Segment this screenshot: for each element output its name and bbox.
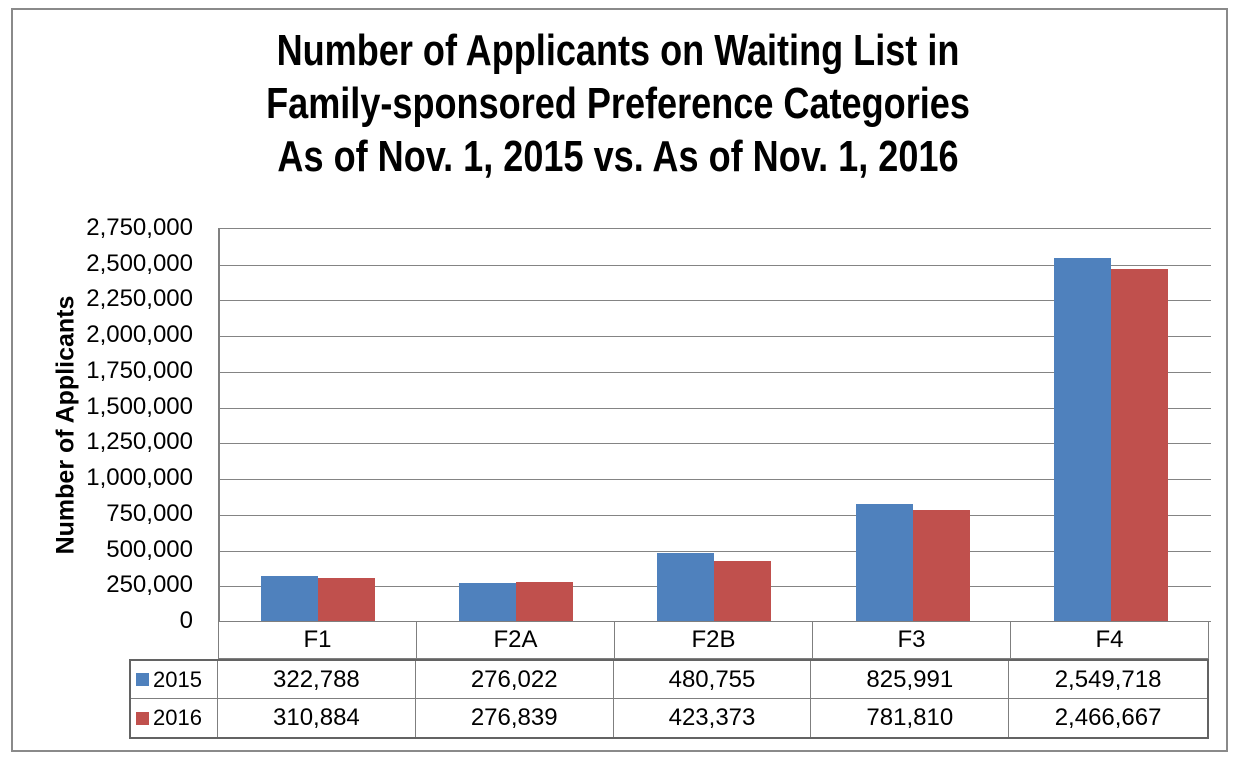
y-tick-label: 2,500,000: [86, 249, 193, 277]
y-tick-label: 1,750,000: [86, 356, 193, 384]
chart-title: Number of Applicants on Waiting List in …: [111, 24, 1125, 183]
category-label-F2B: F2B: [615, 622, 813, 658]
y-tick-label: 1,500,000: [86, 392, 193, 420]
gridline: [220, 336, 1211, 337]
table-value-2015-F2B: 480,755: [613, 661, 812, 699]
bar-2015-F4: [1054, 258, 1111, 622]
gridline: [220, 300, 1211, 301]
table-value-2015-F1: 322,788: [218, 661, 416, 699]
category-label-F2A: F2A: [417, 622, 615, 658]
category-axis-row: F1 F2A F2B F3 F4: [218, 621, 1209, 659]
y-tick-label: 0: [179, 607, 193, 634]
gridline: [220, 479, 1211, 480]
figure-border: [11, 8, 1228, 752]
gridline: [220, 443, 1211, 444]
gridline: [220, 515, 1211, 516]
legend-swatch-icon: [136, 673, 149, 686]
gridline: [220, 265, 1211, 266]
bar-2015-F1: [261, 576, 318, 622]
legend-key-2016: 2016: [131, 699, 218, 737]
table-value-2016-F3: 781,810: [811, 699, 1010, 737]
table-value-2015-F2A: 276,022: [415, 661, 614, 699]
bar-2015-F2A: [459, 583, 516, 622]
table-value-2016-F1: 310,884: [218, 699, 416, 737]
bar-2016-F3: [913, 510, 970, 622]
gridline: [220, 372, 1211, 373]
chart-title-line-3: As of Nov. 1, 2015 vs. As of Nov. 1, 201…: [277, 132, 959, 181]
y-tick-label: 500,000: [106, 535, 193, 563]
bar-2015-F3: [856, 504, 913, 622]
y-tick-label: 1,250,000: [86, 428, 193, 456]
y-tick-label: 1,000,000: [86, 464, 193, 492]
y-tick-label: 2,000,000: [86, 321, 193, 349]
legend-key-2015: 2015: [131, 661, 218, 699]
bar-2016-F2A: [516, 582, 573, 622]
legend-swatch-icon: [136, 711, 149, 725]
table-value-2015-F4: 2,549,718: [1009, 661, 1207, 699]
table-value-2016-F2B: 423,373: [613, 699, 812, 737]
table-value-2016-F4: 2,466,667: [1009, 699, 1207, 737]
bar-2016-F1: [318, 578, 375, 622]
table-value-2015-F3: 825,991: [811, 661, 1010, 699]
gridline: [220, 408, 1211, 409]
y-tick-label: 750,000: [106, 499, 193, 527]
bar-2016-F2B: [714, 561, 771, 622]
chart-title-line-2: Family-sponsored Preference Categories: [266, 79, 970, 128]
y-axis-title: Number of Applicants: [51, 295, 80, 555]
legend-label: 2015: [153, 666, 202, 692]
y-tick-label: 2,750,000: [86, 214, 193, 241]
table-value-2016-F2A: 276,839: [415, 699, 614, 737]
category-label-F1: F1: [219, 622, 417, 658]
y-tick-label: 250,000: [106, 571, 193, 599]
chart-title-line-1: Number of Applicants on Waiting List in: [276, 26, 960, 75]
gridline: [220, 551, 1211, 552]
bar-2016-F4: [1111, 269, 1168, 622]
data-table: 2015 322,788 276,022 480,755 825,991 2,549,71…: [129, 659, 1209, 739]
category-label-F4: F4: [1095, 626, 1124, 653]
bar-2015-F2B: [657, 553, 714, 622]
category-label-F3: F3: [813, 622, 1011, 658]
legend-label: 2016: [153, 705, 202, 730]
y-tick-label: 2,250,000: [86, 285, 193, 313]
plot-area: [218, 228, 1211, 622]
